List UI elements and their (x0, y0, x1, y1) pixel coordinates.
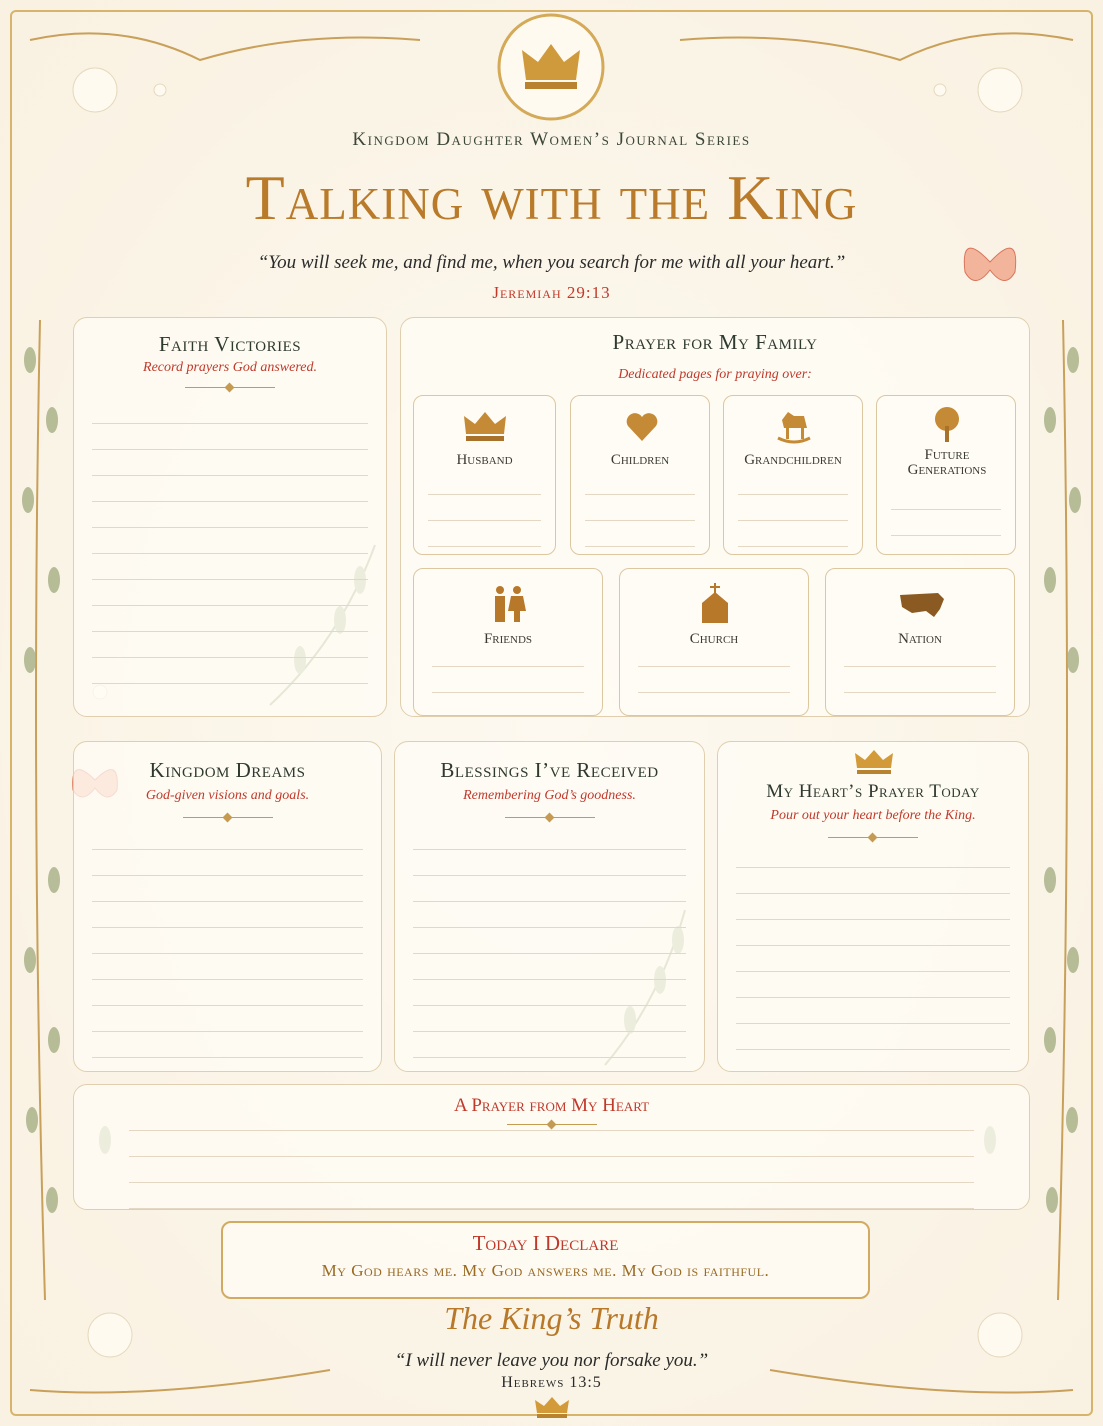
rocking-horse-icon (777, 412, 811, 444)
kings-truth-title: The King’s Truth (444, 1300, 659, 1336)
ornament (828, 834, 918, 842)
header-verse: “You will seek me, and find me, when you… (257, 252, 846, 273)
family-card: Church (619, 568, 809, 716)
family-card: Husband (413, 395, 556, 555)
church-icon (702, 583, 728, 623)
writing-lines (844, 641, 996, 711)
faith-victories-box: Faith Victories Record prayers God answe… (73, 317, 387, 717)
kingdom-dreams-box: Kingdom Dreams God-given visions and goa… (73, 741, 382, 1072)
writing-lines (432, 641, 584, 711)
family-card: Nation (825, 568, 1015, 716)
tree-icon (935, 407, 959, 442)
nation-icon (900, 593, 944, 617)
family-card: Future Generations (876, 395, 1016, 555)
section-title: My Heart’s Prayer Today (766, 781, 980, 802)
section-subtitle: God-given visions and goals. (145, 788, 310, 803)
section-subtitle: Pour out your heart before the King. (770, 808, 976, 823)
ornament (182, 814, 273, 822)
writing-lines (428, 469, 541, 549)
section-title: Blessings I’ve Received (440, 758, 659, 782)
writing-lines (891, 484, 1001, 549)
crown-icon (535, 1397, 569, 1418)
declaration-box: Today I Declare My God hears me. My God … (221, 1221, 870, 1299)
writing-lines (413, 824, 686, 1064)
crown-icon (855, 750, 893, 774)
writing-lines (129, 1105, 974, 1209)
section-subtitle: Record prayers God answered. (143, 360, 317, 375)
series-title: Kingdom Daughter Women’s Journal Series (352, 129, 751, 150)
hearts-prayer-box: My Heart’s Prayer Today Pour out your he… (717, 741, 1029, 1072)
card-label: Children (610, 452, 670, 468)
writing-lines (736, 842, 1010, 1064)
section-title: Kingdom Dreams (149, 758, 306, 782)
family-card: Friends (413, 568, 603, 716)
kings-truth-verse: “I will never leave you nor forsake you.… (394, 1350, 709, 1371)
blessings-box: Blessings I’ve Received Remembering God’… (394, 741, 705, 1072)
kings-truth-reference: Hebrews 13:5 (501, 1374, 602, 1391)
family-card: Grandchildren (723, 395, 863, 555)
page-title: Talking with the King (245, 162, 858, 233)
prayer-from-heart-box: A Prayer from My Heart (73, 1084, 1030, 1210)
header-reference: Jeremiah 29:13 (492, 283, 611, 302)
family-card: Children (570, 395, 710, 555)
crown-icon (464, 412, 506, 441)
ornament (185, 384, 275, 392)
section-title: Faith Victories (158, 332, 302, 356)
heart-icon (626, 413, 658, 441)
friends-icon (495, 586, 526, 622)
declaration-title: Today I Declare (472, 1231, 619, 1255)
card-label: Future Generations (907, 447, 987, 478)
writing-lines (92, 824, 363, 1064)
writing-lines (738, 469, 848, 549)
writing-lines (638, 641, 790, 711)
ornament (504, 814, 595, 822)
declaration-text: My God hears me. My God answers me. My G… (321, 1261, 770, 1280)
section-subtitle: Dedicated pages for praying over: (618, 367, 812, 382)
card-label: Husband (456, 452, 513, 468)
writing-lines (585, 469, 695, 549)
section-subtitle: Remembering God’s goodness. (463, 788, 636, 803)
card-label: Grandchildren (744, 452, 842, 468)
section-title: Prayer for My Family (612, 330, 818, 354)
writing-lines (92, 398, 368, 708)
